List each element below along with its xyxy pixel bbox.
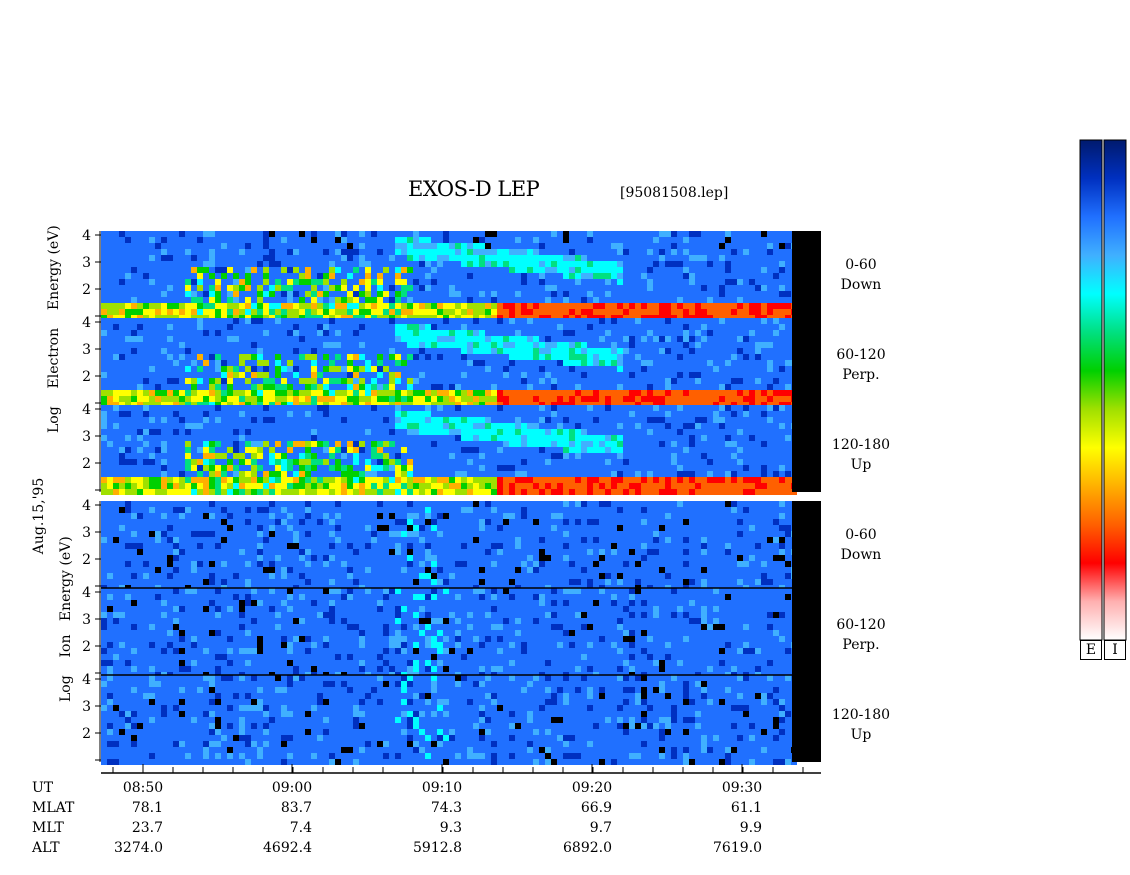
pitch-angle-label: 60-120 Perp. [836, 347, 886, 383]
colorbar-electron-label: E [1080, 640, 1102, 660]
y-tick-label: 3 [82, 429, 91, 445]
y-tick-label: 4 [82, 402, 91, 418]
pitch-angle-label: 0-60 Down [840, 257, 882, 293]
y-tick-label: 3 [82, 342, 91, 358]
y-tick-label: 2 [82, 369, 91, 385]
ion-panel [101, 501, 821, 591]
chart-title: EXOS-D LEP [408, 177, 540, 201]
y-tick-label: 4 [82, 585, 91, 601]
y-tick-label: 2 [82, 552, 91, 568]
orbit-value: 6892.0 [563, 840, 612, 856]
orbit-value: 5912.8 [413, 840, 462, 856]
file-name: [95081508.lep] [620, 185, 729, 201]
orbit-value: 23.7 [131, 820, 163, 836]
orbit-value: 7.4 [289, 820, 312, 836]
y-tick-label: 2 [82, 726, 91, 742]
orbit-value: 09:00 [271, 780, 313, 796]
y-tick-label: 3 [82, 699, 91, 715]
y-tick-label: 2 [82, 639, 91, 655]
y-ticks: 2 3 4 2 3 4 2 3 4 2 3 4 2 3 4 2 3 4 [82, 228, 101, 762]
y-tick-label: 4 [82, 315, 91, 331]
spectrogram-panels [101, 231, 821, 765]
electron-panel [101, 405, 821, 495]
orbit-value: 4692.4 [263, 840, 312, 856]
orbit-value: 7619.0 [713, 840, 762, 856]
y-tick-label: 4 [82, 498, 91, 514]
orbit-row-label: UT [32, 780, 54, 796]
color-bars [1079, 139, 1127, 641]
y-tick-label: 4 [82, 228, 91, 244]
colorbar-ion-label: I [1104, 640, 1126, 660]
ion-energy-label: Log Ion Energy (eV) [58, 536, 74, 702]
electron-panel [101, 318, 821, 408]
orbit-value: 66.9 [580, 800, 612, 816]
orbit-value: 9.9 [739, 820, 762, 836]
y-tick-label: 3 [82, 612, 91, 628]
orbit-value: 9.3 [439, 820, 462, 836]
orbit-value: 83.7 [280, 800, 312, 816]
y-tick-label: 2 [82, 282, 91, 298]
colorbar [1079, 139, 1103, 641]
colorbar [1103, 139, 1127, 641]
y-tick-label: 3 [82, 525, 91, 541]
orbit-value: 09:30 [721, 780, 763, 796]
date-label: Aug.15,'95 [31, 477, 47, 555]
orbit-value: 09:10 [421, 780, 463, 796]
electron-energy-label: Log Electron Energy (eV) [46, 225, 62, 433]
orbit-value: 74.3 [430, 800, 462, 816]
orbit-value: 09:20 [571, 780, 613, 796]
orbit-row-label: MLAT [32, 800, 75, 816]
orbit-value: 9.7 [589, 820, 612, 836]
orbit-row-label: MLT [32, 820, 64, 836]
time-axis [101, 764, 821, 774]
ion-panel [101, 674, 821, 765]
electron-panel [101, 231, 821, 321]
y-tick-label: 2 [82, 456, 91, 472]
ion-panel [101, 587, 821, 678]
pitch-angle-label: 60-120 Perp. [836, 617, 886, 653]
orbit-row-label: ALT [32, 840, 60, 856]
pitch-angle-label: 0-60 Down [840, 527, 882, 563]
orbit-value: 78.1 [131, 800, 163, 816]
orbit-value: 61.1 [730, 800, 762, 816]
pitch-angle-label: 120-180 Up [831, 707, 891, 743]
y-tick-label: 4 [82, 672, 91, 688]
orbit-value: 08:50 [122, 780, 164, 796]
orbit-value: 3274.0 [114, 840, 163, 856]
pitch-angle-label: 120-180 Up [831, 437, 891, 473]
y-tick-label: 3 [82, 255, 91, 271]
